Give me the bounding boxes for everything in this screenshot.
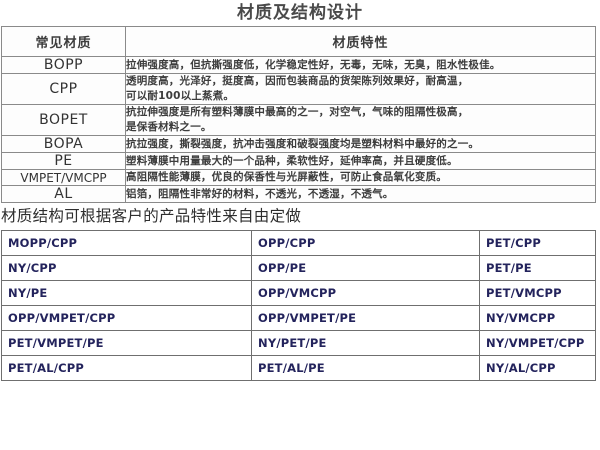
material-name: CPP	[1, 73, 126, 105]
table-row: BOPA 抗拉强度，撕裂强度，抗冲击强度和破裂强度均是塑料材料中最好的之一。	[1, 135, 596, 153]
material-name: BOPET	[1, 104, 126, 136]
table-row: BOPP 拉伸强度高，但抗撕强度低，化学稳定性好，无毒，无味，无臭，阻水性极佳。	[1, 56, 596, 74]
material-property: 高阻隔性能薄膜，优良的保香性与光屏蔽性，可防止食品氧化变质。	[125, 169, 596, 186]
table-row: PE 塑料薄膜中用量最大的一个品种，柔软性好，延伸率高，并且硬度低。	[1, 152, 596, 170]
material-name: BOPP	[1, 56, 126, 74]
structure-cell: NY/VMPET/CPP	[479, 330, 596, 356]
materials-header-property: 材质特性	[125, 26, 596, 57]
table-row: NY/CPP OPP/PE PET/PE	[1, 255, 596, 281]
structure-cell: PET/AL/CPP	[1, 355, 252, 381]
structure-cell: PET/VMPET/PE	[1, 330, 252, 356]
materials-header-name: 常见材质	[1, 26, 126, 57]
sub-note: 材质结构可根据客户的产品特性来自由定做	[1, 207, 302, 225]
material-property: 抗拉伸强度是所有塑料薄膜中最高的之一，对空气，气味的阻隔性极高， 是保香材料之一。	[125, 104, 596, 136]
table-row: OPP/VMPET/CPP OPP/VMPET/PE NY/VMCPP	[1, 305, 596, 331]
structure-cell: NY/AL/CPP	[479, 355, 596, 381]
page-title: 材质及结构设计	[237, 3, 363, 23]
table-row: CPP 透明度高，光泽好，挺度高，因而包装商品的货架陈列效果好，耐高温， 可以耐1…	[1, 73, 596, 105]
structure-cell: NY/PET/PE	[251, 330, 480, 356]
structure-cell: MOPP/CPP	[1, 230, 252, 256]
material-property: 拉伸强度高，但抗撕强度低，化学稳定性好，无毒，无味，无臭，阻水性极佳。	[125, 56, 596, 74]
materials-table-body: 常见材质 材质特性 BOPP 拉伸强度高，但抗撕强度低，化学稳定性好，无毒，无味…	[1, 26, 596, 203]
structures-table-body: MOPP/CPP OPP/CPP PET/CPP NY/CPP OPP/PE P…	[1, 230, 596, 381]
structure-cell: PET/CPP	[479, 230, 596, 256]
structure-cell: PET/VMCPP	[479, 280, 596, 306]
structure-cell: PET/AL/PE	[251, 355, 480, 381]
structure-cell: OPP/VMPET/PE	[251, 305, 480, 331]
material-property: 透明度高，光泽好，挺度高，因而包装商品的货架陈列效果好，耐高温， 可以耐100以上…	[125, 73, 596, 105]
structure-cell: OPP/VMCPP	[251, 280, 480, 306]
structure-cell: OPP/PE	[251, 255, 480, 281]
table-row: BOPET 抗拉伸强度是所有塑料薄膜中最高的之一，对空气，气味的阻隔性极高， 是保…	[1, 104, 596, 136]
material-property: 塑料薄膜中用量最大的一个品种，柔软性好，延伸率高，并且硬度低。	[125, 152, 596, 170]
table-row: AL 铝箔，阻隔性非常好的材料，不透光，不透湿，不透气。	[1, 185, 596, 203]
material-name: VMPET/VMCPP	[1, 169, 126, 186]
structure-cell: OPP/VMPET/CPP	[1, 305, 252, 331]
material-name: AL	[1, 185, 126, 203]
material-name: BOPA	[1, 135, 126, 153]
materials-table: 常见材质 材质特性 BOPP 拉伸强度高，但抗撕强度低，化学稳定性好，无毒，无味…	[1, 26, 596, 203]
structure-cell: NY/VMCPP	[479, 305, 596, 331]
material-name: PE	[1, 152, 126, 170]
table-row: PET/VMPET/PE NY/PET/PE NY/VMPET/CPP	[1, 330, 596, 356]
structure-cell: NY/PE	[1, 280, 252, 306]
material-property: 铝箔，阻隔性非常好的材料，不透光，不透湿，不透气。	[125, 185, 596, 203]
material-property: 抗拉强度，撕裂强度，抗冲击强度和破裂强度均是塑料材料中最好的之一。	[125, 135, 596, 153]
structure-cell: NY/CPP	[1, 255, 252, 281]
structures-table: MOPP/CPP OPP/CPP PET/CPP NY/CPP OPP/PE P…	[1, 230, 596, 381]
table-row: MOPP/CPP OPP/CPP PET/CPP	[1, 230, 596, 256]
materials-header-row: 常见材质 材质特性	[1, 26, 596, 57]
table-row: PET/AL/CPP PET/AL/PE NY/AL/CPP	[1, 355, 596, 381]
structure-cell: OPP/CPP	[251, 230, 480, 256]
table-row: NY/PE OPP/VMCPP PET/VMCPP	[1, 280, 596, 306]
table-row: VMPET/VMCPP 高阻隔性能薄膜，优良的保香性与光屏蔽性，可防止食品氧化变…	[1, 169, 596, 186]
structure-cell: PET/PE	[479, 255, 596, 281]
